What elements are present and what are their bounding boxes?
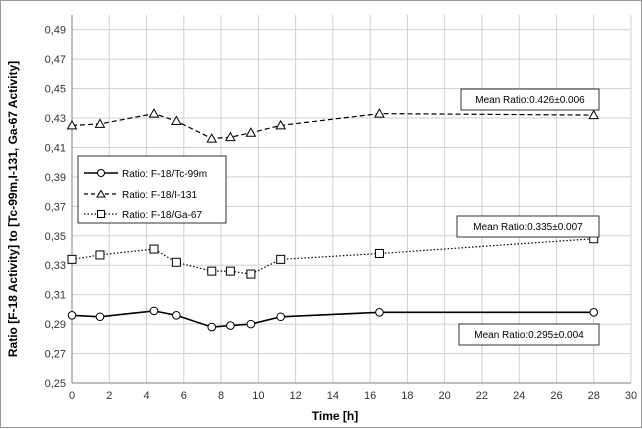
data-point <box>67 310 77 320</box>
series-group <box>66 108 600 143</box>
annotation-box: Mean Ratio:0.295±0.004 <box>458 323 600 346</box>
data-point <box>207 322 217 332</box>
x-tick-label: 12 <box>289 390 301 402</box>
data-point <box>95 312 105 322</box>
x-tick-label: 0 <box>69 390 75 402</box>
y-tick-label: 0,33 <box>45 260 66 272</box>
annotation-text: Mean Ratio:0.426±0.006 <box>475 95 585 106</box>
x-tick-label: 30 <box>625 390 637 402</box>
series-line <box>71 238 594 275</box>
y-tick-label: 0,25 <box>45 378 66 390</box>
x-tick-label: 26 <box>550 390 562 402</box>
data-point <box>276 312 285 322</box>
legend-triangle-marker <box>96 189 106 198</box>
data-point <box>172 310 181 320</box>
data-point <box>206 133 218 143</box>
x-tick-label: 4 <box>143 390 149 402</box>
data-point <box>589 308 599 317</box>
data-point <box>588 109 600 120</box>
x-tick-label: 10 <box>252 390 264 402</box>
annotation-text: Mean Ratio:0.295±0.004 <box>474 330 584 341</box>
annotation-frame <box>460 88 600 111</box>
data-point <box>374 248 384 258</box>
y-tick-label: 0,37 <box>45 201 66 213</box>
data-point <box>149 306 159 316</box>
annotation-box: Mean Ratio:0.426±0.006 <box>460 88 600 111</box>
data-point <box>94 118 106 128</box>
data-point <box>375 308 384 317</box>
data-point <box>171 257 181 267</box>
data-point <box>225 131 236 142</box>
y-tick-label: 0,43 <box>45 113 66 125</box>
data-point <box>67 254 77 264</box>
legend-item: Ratio: F-18/Tc-99m <box>84 169 207 180</box>
legend-label: Ratio: F-18/I-131 <box>122 190 197 201</box>
data-point <box>207 266 217 276</box>
data-point <box>275 119 287 130</box>
x-tick-label: 22 <box>476 390 488 402</box>
plot-area <box>66 108 600 332</box>
annotation-frame <box>456 215 600 238</box>
x-tick-label: 6 <box>181 390 187 402</box>
legend-item: Ratio: F-18/Ga-67 <box>84 210 202 221</box>
axes: 0,25 0,27 0,29 0,31 0,33 0,35 0,37 0,39 0,41 0,43… <box>45 15 637 402</box>
y-tick-label: 0,39 <box>45 172 66 184</box>
legend-label: Ratio: F-18/Tc-99m <box>122 169 207 180</box>
y-tick-label: 0,35 <box>45 231 66 243</box>
y-axis-title: Ratio [F-18 Activity] to [Tc-99m,I-131, … <box>6 61 20 357</box>
y-tick-label: 0,31 <box>45 290 66 302</box>
x-tick-label: 8 <box>218 390 224 402</box>
y-tick-label: 0,47 <box>45 54 66 66</box>
data-point <box>374 108 385 118</box>
legend-circle-marker <box>97 169 105 177</box>
annotation-frame <box>458 323 600 346</box>
x-tick-label: 24 <box>513 390 525 402</box>
x-axis-title: Time [h] <box>312 409 358 423</box>
x-tick-label: 18 <box>401 390 413 402</box>
data-point <box>276 254 286 264</box>
annotation-box: Mean Ratio:0.335±0.007 <box>456 215 600 238</box>
legend: Ratio: F-18/Tc-99m Ratio: F-18/I-131 Rat… <box>77 155 227 224</box>
x-tick-label: 2 <box>106 390 112 402</box>
y-tick-label: 0,27 <box>45 349 66 361</box>
x-tick-label: 16 <box>364 390 376 402</box>
data-point <box>226 321 235 330</box>
annotation-text: Mean Ratio:0.335±0.007 <box>473 222 583 233</box>
data-point <box>225 266 235 276</box>
data-point <box>170 115 182 125</box>
y-tick-label: 0,45 <box>45 84 66 96</box>
legend-square-marker <box>97 210 105 218</box>
data-point <box>246 319 256 329</box>
data-point <box>95 250 105 260</box>
legend-item: Ratio: F-18/I-131 <box>84 189 197 201</box>
data-point <box>148 108 160 118</box>
data-point <box>245 127 257 137</box>
data-point <box>246 269 256 279</box>
legend-label: Ratio: F-18/Ga-67 <box>122 210 202 221</box>
x-tick-label: 20 <box>439 390 451 402</box>
y-tick-label: 0,41 <box>45 142 66 154</box>
y-tick-label: 0,29 <box>45 319 66 331</box>
series-group <box>67 306 599 332</box>
series-group <box>67 234 599 279</box>
x-tick-label: 14 <box>327 390 339 402</box>
series-line <box>71 112 594 140</box>
data-point <box>149 244 159 254</box>
x-tick-label: 28 <box>588 390 600 402</box>
data-point <box>66 119 78 130</box>
series-line <box>71 310 594 328</box>
y-tick-label: 0,49 <box>45 25 66 37</box>
